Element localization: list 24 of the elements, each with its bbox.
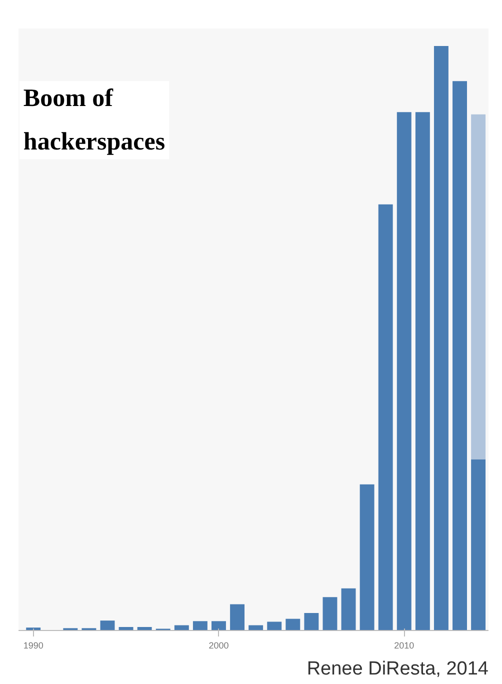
bar bbox=[100, 620, 115, 630]
bar bbox=[471, 459, 486, 630]
bar bbox=[174, 625, 189, 630]
x-tick-label: 2000 bbox=[208, 640, 229, 650]
x-tick-label: 2010 bbox=[394, 640, 414, 650]
bar bbox=[267, 622, 282, 630]
x-tick-label: 1990 bbox=[23, 640, 44, 650]
bar bbox=[360, 484, 374, 630]
text: Boom of hackerspaces bbox=[23, 85, 166, 156]
bar bbox=[434, 46, 448, 630]
bar bbox=[192, 621, 208, 630]
bar bbox=[322, 597, 338, 630]
bar bbox=[286, 618, 300, 630]
bar bbox=[471, 114, 486, 460]
bar bbox=[230, 604, 245, 630]
bar bbox=[396, 112, 412, 630]
bar bbox=[248, 625, 264, 630]
bar bbox=[341, 588, 356, 630]
bar bbox=[415, 112, 430, 630]
bar bbox=[304, 612, 319, 630]
bar bbox=[212, 621, 226, 630]
bar bbox=[452, 81, 467, 630]
bar bbox=[378, 204, 393, 630]
text: Renee DiResta, 2014 bbox=[306, 658, 489, 680]
